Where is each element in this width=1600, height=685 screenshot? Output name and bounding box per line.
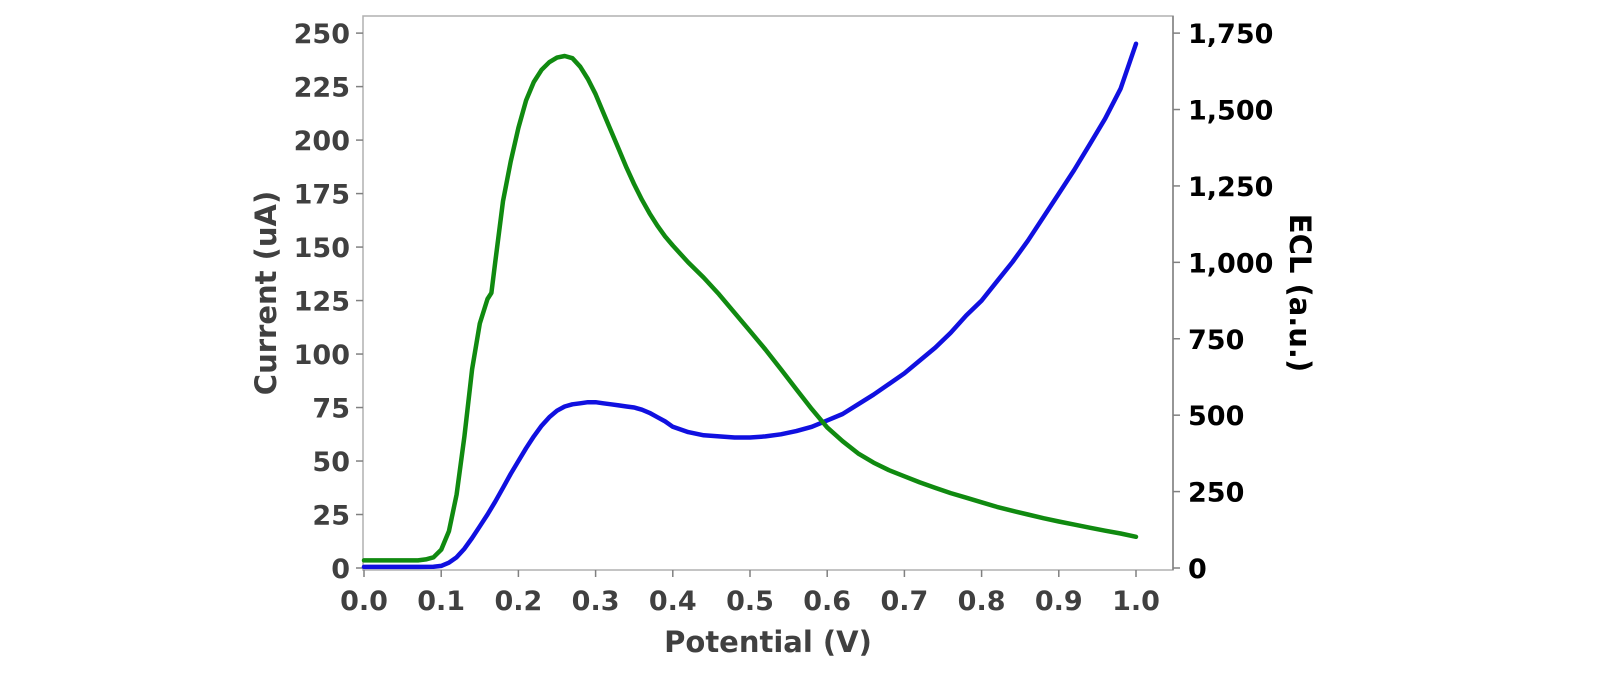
bottom-tick-label: 0.1	[417, 586, 465, 617]
right-tick-label: 0	[1188, 554, 1207, 585]
bottom-tick-label: 0.6	[803, 586, 851, 617]
bottom-tick-label: 0.3	[572, 586, 620, 617]
left-tick-label: 250	[294, 19, 350, 50]
left-tick-label: 25	[312, 501, 350, 532]
bottom-tick-label: 1.0	[1112, 586, 1160, 617]
x-axis-title: Potential (V)	[664, 625, 872, 659]
right-tick-label: 1,000	[1188, 248, 1273, 279]
right-tick-label: 1,500	[1188, 96, 1273, 127]
left-tick-label: 175	[294, 180, 350, 211]
right-y-axis-title: ECL (a.u.)	[1283, 214, 1317, 372]
bottom-tick-label: 0.4	[649, 586, 697, 617]
bottom-tick-label: 0.2	[494, 586, 542, 617]
ecl-series-line	[361, 53, 1139, 563]
series-layer	[361, 41, 1139, 570]
left-tick-label: 100	[294, 340, 350, 371]
bottom-tick-label: 0.0	[340, 586, 388, 617]
right-tick-label: 500	[1188, 401, 1244, 432]
left-tick-label: 200	[294, 126, 350, 157]
right-tick-label: 1,750	[1188, 19, 1273, 50]
bottom-tick-label: 0.5	[726, 586, 774, 617]
bottom-tick-label: 0.7	[880, 586, 928, 617]
right-tick-label: 250	[1188, 478, 1244, 509]
left-tick-label: 75	[312, 394, 350, 425]
bottom-tick-label: 0.8	[958, 586, 1006, 617]
bottom-axis-ticks: 0.0 0.1 0.2 0.3 0.4 0.5 0.6 0.7 0.8 0.9 1.0	[340, 570, 1160, 617]
right-tick-label: 750	[1188, 325, 1244, 356]
bottom-tick-label: 0.9	[1035, 586, 1083, 617]
left-tick-label: 0	[331, 554, 350, 585]
right-axis-ticks: 0 250 500 750 1,000 1,250 1,500 1,750	[1173, 19, 1273, 585]
left-tick-label: 150	[294, 233, 350, 264]
left-tick-label: 125	[294, 287, 350, 318]
current-series-line	[361, 41, 1139, 570]
left-axis-ticks: 0 25 50 75 100 125 150 175 200 225 250	[294, 19, 363, 585]
left-tick-label: 225	[294, 73, 350, 104]
right-tick-label: 1,250	[1188, 172, 1273, 203]
left-tick-label: 50	[312, 447, 350, 478]
left-y-axis-title: Current (uA)	[249, 191, 283, 395]
